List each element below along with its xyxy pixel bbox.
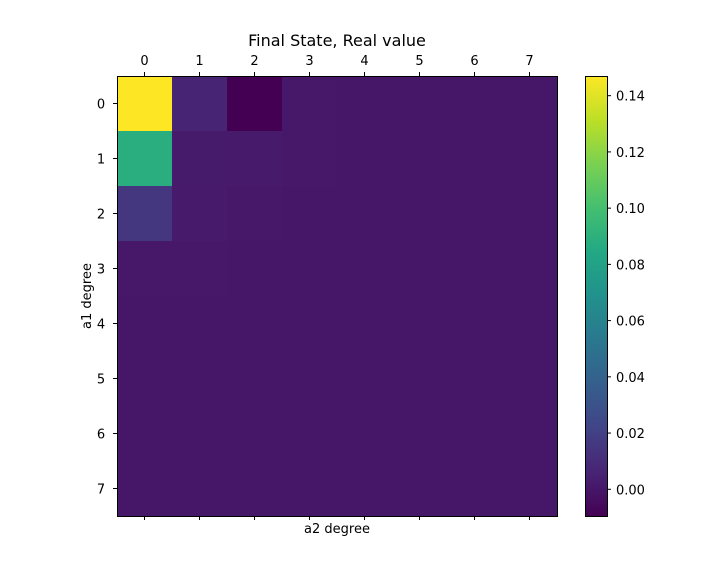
heatmap-cell [392, 76, 448, 132]
heatmap-cell [172, 351, 228, 407]
heatmap-cell [117, 461, 173, 517]
colorbar-tick-label: 0.06 [616, 315, 645, 330]
y-tick-label: 1 [97, 153, 105, 168]
heatmap-cell [447, 241, 503, 297]
y-axis-ticks: 0 1 2 3 4 5 6 7 [97, 98, 117, 498]
heatmap-cell [227, 406, 283, 462]
colorbar-tick-label: 0.08 [616, 258, 645, 273]
heatmap-cell [227, 76, 283, 132]
x-tick-label: 6 [470, 54, 478, 69]
colorbar-tick-label: 0.02 [616, 427, 645, 442]
heatmap-cell [392, 131, 448, 187]
heatmap-cell [502, 406, 558, 462]
heatmap-cell [227, 131, 283, 187]
heatmap-cell [502, 296, 558, 352]
colorbar-ticks: 0.14 0.12 0.10 0.08 0.06 0.04 0.02 0.00 [607, 90, 645, 498]
heatmap-cell [447, 76, 503, 132]
colorbar-tick-label: 0.14 [616, 90, 645, 105]
heatmap-cell [502, 241, 558, 297]
heatmap-cell [392, 351, 448, 407]
heatmap-cell [172, 76, 228, 132]
heatmap-cell [447, 461, 503, 517]
heatmap-cell [447, 351, 503, 407]
y-axis-label: a1 degree [80, 263, 95, 329]
heatmap-cell [282, 241, 338, 297]
y-tick-label: 4 [97, 318, 105, 333]
heatmap-cell [502, 461, 558, 517]
heatmap-cell [447, 131, 503, 187]
heatmap-cell [502, 186, 558, 242]
heatmap-cell [117, 76, 173, 132]
colorbar-tick-label: 0.04 [616, 371, 645, 386]
heatmap-cell [447, 406, 503, 462]
y-tick-label: 6 [97, 428, 105, 443]
colorbar-frame [585, 76, 608, 517]
heatmap-cell [172, 406, 228, 462]
heatmap-cell [282, 186, 338, 242]
x-tick-label: 7 [525, 54, 533, 69]
heatmap-cell [227, 186, 283, 242]
heatmap-cell [502, 351, 558, 407]
heatmap-cell [117, 296, 173, 352]
heatmap-cell [392, 296, 448, 352]
x-axis-label: a2 degree [304, 522, 370, 537]
heatmap-cell [227, 241, 283, 297]
heatmap-cell [337, 461, 393, 517]
colorbar-tick-label: 0.10 [616, 202, 645, 217]
heatmap-cells [117, 76, 558, 517]
x-tick-label: 0 [140, 54, 148, 69]
heatmap-cell [337, 296, 393, 352]
y-tick-label: 3 [97, 263, 105, 278]
heatmap-cell [117, 351, 173, 407]
heatmap-cell [282, 131, 338, 187]
heatmap-cell [337, 76, 393, 132]
heatmap-cell [282, 461, 338, 517]
heatmap-cell [172, 186, 228, 242]
heatmap-cell [392, 406, 448, 462]
heatmap-cell [227, 351, 283, 407]
heatmap-cell [282, 351, 338, 407]
heatmap-cell [172, 241, 228, 297]
heatmap-cell [227, 461, 283, 517]
x-tick-label: 2 [250, 54, 258, 69]
heatmap-cell [447, 186, 503, 242]
y-tick-label: 5 [97, 373, 105, 388]
heatmap-cell [392, 461, 448, 517]
heatmap-cell [392, 241, 448, 297]
heatmap-cell [282, 76, 338, 132]
heatmap-cell [117, 241, 173, 297]
heatmap-cell [337, 131, 393, 187]
chart-title: Final State, Real value [248, 31, 426, 50]
colorbar-tick-label: 0.12 [616, 146, 645, 161]
y-tick-label: 0 [97, 98, 105, 113]
heatmap-cell [447, 296, 503, 352]
y-tick-label: 7 [97, 483, 105, 498]
heatmap-cell [337, 406, 393, 462]
heatmap-cell [117, 186, 173, 242]
x-axis-ticks: 0 1 2 3 4 5 6 7 [140, 54, 534, 520]
heatmap-cell [172, 131, 228, 187]
heatmap-cell [172, 296, 228, 352]
x-tick-label: 5 [415, 54, 423, 69]
heatmap-cell [282, 296, 338, 352]
heatmap-cell [337, 186, 393, 242]
x-tick-label: 1 [195, 54, 203, 69]
heatmap-cell [337, 241, 393, 297]
heatmap-cell [502, 76, 558, 132]
x-tick-label: 4 [360, 54, 368, 69]
heatmap-cell [117, 131, 173, 187]
heatmap-cell [502, 131, 558, 187]
heatmap-cell [337, 351, 393, 407]
heatmap-cell [282, 406, 338, 462]
heatmap-cell [392, 186, 448, 242]
plot-frame [117, 76, 558, 517]
heatmap-cell [172, 461, 228, 517]
heatmap-cell [227, 296, 283, 352]
x-tick-label: 3 [305, 54, 313, 69]
colorbar [585, 76, 607, 516]
y-tick-label: 2 [97, 208, 105, 223]
colorbar-tick-label: 0.00 [616, 483, 645, 498]
heatmap-cell [117, 406, 173, 462]
